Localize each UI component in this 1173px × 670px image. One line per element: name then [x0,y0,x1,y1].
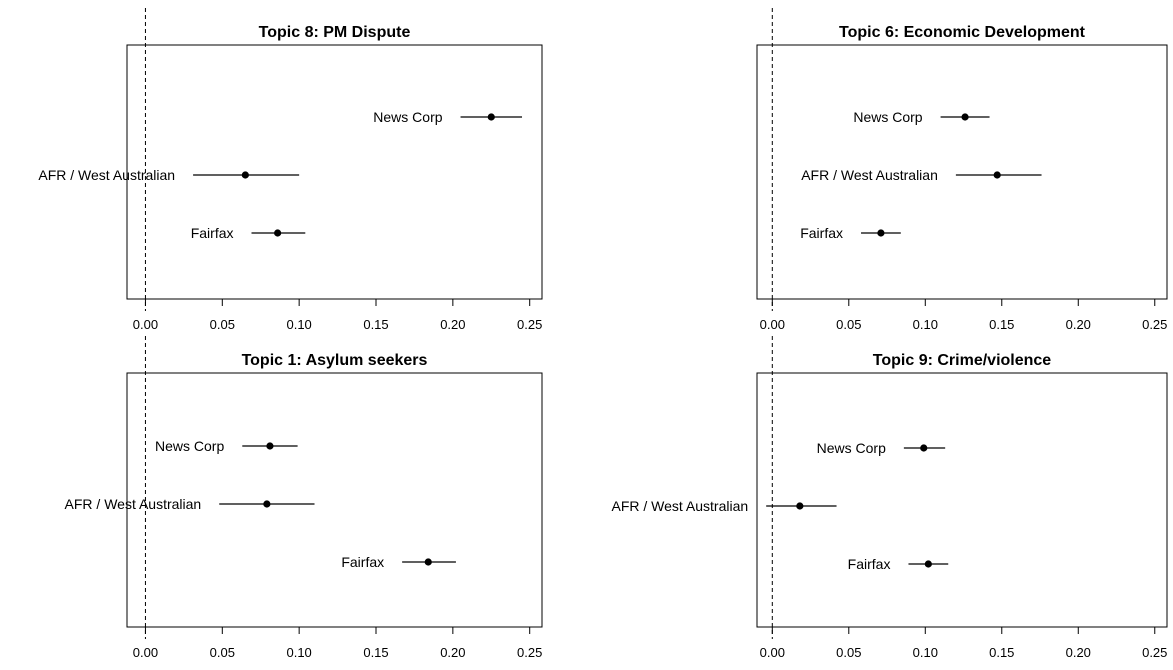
x-tick-label: 0.20 [1066,317,1091,332]
outlet-label: AFR / West Australian [801,167,938,183]
x-tick-label: 0.25 [517,317,542,332]
plot-frame [756,372,1168,628]
outlet-label: News Corp [817,440,886,456]
point-estimate [993,171,1001,179]
panel-2: Topic 6: Economic Development 0.00 0.05 0.1… [756,8,1168,332]
panel-3: Topic 1: Asylum seekers 0.00 0.05 0.10 0.15 0… [65,336,543,660]
estimate-row: News Corp [817,440,946,456]
outlet-label: News Corp [853,109,922,125]
plot-frame [756,44,1168,300]
point-estimate [263,500,271,508]
x-tick-label: 0.00 [133,645,158,660]
x-tick-label: 0.25 [1142,645,1167,660]
panel-title: Topic 9: Crime/violence [873,352,1052,369]
outlet-label: Fairfax [800,225,843,241]
plot-frame [126,44,543,300]
point-estimate [266,442,274,450]
point-estimate [924,560,932,568]
x-tick-label: 0.20 [440,317,465,332]
outlet-label: News Corp [373,109,442,125]
x-tick-label: 0.10 [913,317,938,332]
x-tick-label: 0.00 [133,317,158,332]
x-tick-label: 0.05 [210,317,235,332]
estimate-row: News Corp [373,109,523,125]
x-tick-label: 0.10 [286,645,311,660]
outlet-label: AFR / West Australian [611,498,748,514]
x-tick-label: 0.15 [363,317,388,332]
x-tick-label: 0.15 [363,645,388,660]
estimate-row: Fairfax [191,225,306,241]
point-estimate [274,229,282,237]
point-estimate [796,502,804,510]
outlet-label: Fairfax [848,556,891,572]
outlet-label: Fairfax [341,554,384,570]
estimate-row: AFR / West Australian [801,167,1042,183]
x-tick-label: 0.00 [760,645,785,660]
estimate-row: Fairfax [848,556,949,572]
x-tick-label: 0.05 [836,317,861,332]
point-estimate [424,558,432,566]
estimate-row: AFR / West Australian [65,496,315,512]
outlet-label: AFR / West Australian [65,496,202,512]
point-estimate [920,444,928,452]
x-tick-label: 0.15 [989,645,1014,660]
point-estimate [241,171,249,179]
x-tick-label: 0.20 [1066,645,1091,660]
panel-4: Topic 9: Crime/violence 0.00 0.05 0.10 0.15 0… [611,336,1168,660]
estimate-row: News Corp [853,109,990,125]
x-tick-label: 0.10 [286,317,311,332]
panel-title: Topic 1: Asylum seekers [242,352,428,369]
outlet-label: Fairfax [191,225,234,241]
x-tick-label: 0.20 [440,645,465,660]
x-tick-label: 0.15 [989,317,1014,332]
estimate-row: AFR / West Australian [611,498,837,514]
estimate-row: Fairfax [800,225,901,241]
point-estimate [961,113,969,121]
outlet-label: AFR / West Australian [38,167,175,183]
estimate-row: News Corp [155,438,298,454]
panel-title: Topic 6: Economic Development [839,24,1086,41]
x-tick-label: 0.25 [517,645,542,660]
x-tick-label: 0.25 [1142,317,1167,332]
x-tick-label: 0.05 [836,645,861,660]
panel-title: Topic 8: PM Dispute [259,24,411,41]
x-tick-label: 0.00 [760,317,785,332]
estimate-row: Fairfax [341,554,456,570]
outlet-label: News Corp [155,438,224,454]
panel-1: Topic 8: PM Dispute 0.00 0.05 0.10 0.15 0.20 0… [38,8,543,332]
estimate-row: AFR / West Australian [38,167,300,183]
point-estimate [487,113,495,121]
x-tick-label: 0.05 [210,645,235,660]
x-tick-label: 0.10 [913,645,938,660]
plot-frame [126,372,543,628]
point-estimate [877,229,885,237]
